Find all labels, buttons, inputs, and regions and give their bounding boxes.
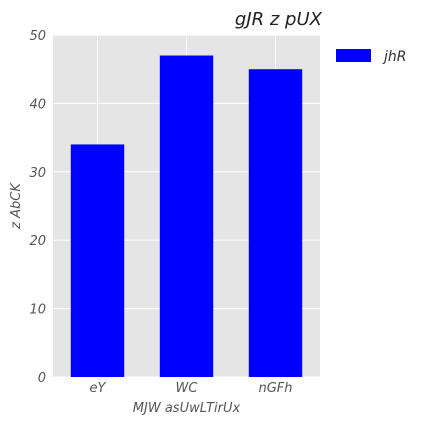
y-tick-label: 40: [29, 97, 46, 112]
bar-nGFh: [248, 69, 303, 377]
x-tick-label: eY: [90, 381, 107, 396]
bar-eY: [70, 144, 125, 377]
x-tick-label: WC: [176, 381, 199, 396]
y-tick-label: 10: [29, 303, 46, 318]
y-tick-labels: 0 10 20 30 40 50: [29, 29, 46, 386]
y-tick-label: 30: [29, 166, 46, 181]
y-tick-label: 50: [29, 29, 46, 44]
x-tick-label: nGFh: [258, 381, 292, 396]
legend-label: jhR: [382, 49, 407, 65]
y-tick-label: 20: [29, 234, 46, 249]
y-axis-label: z AbCK: [9, 182, 24, 230]
x-axis-label: MJW asUwLTirUx: [133, 401, 241, 416]
x-tick-labels: eY WC nGFh: [90, 381, 293, 396]
chart-title: gJR z pUX: [235, 9, 323, 30]
bar-WC: [159, 55, 214, 378]
bars: [70, 55, 303, 378]
legend-swatch: [336, 49, 371, 62]
y-tick-label: 0: [38, 371, 46, 386]
legend: jhR: [336, 49, 407, 65]
